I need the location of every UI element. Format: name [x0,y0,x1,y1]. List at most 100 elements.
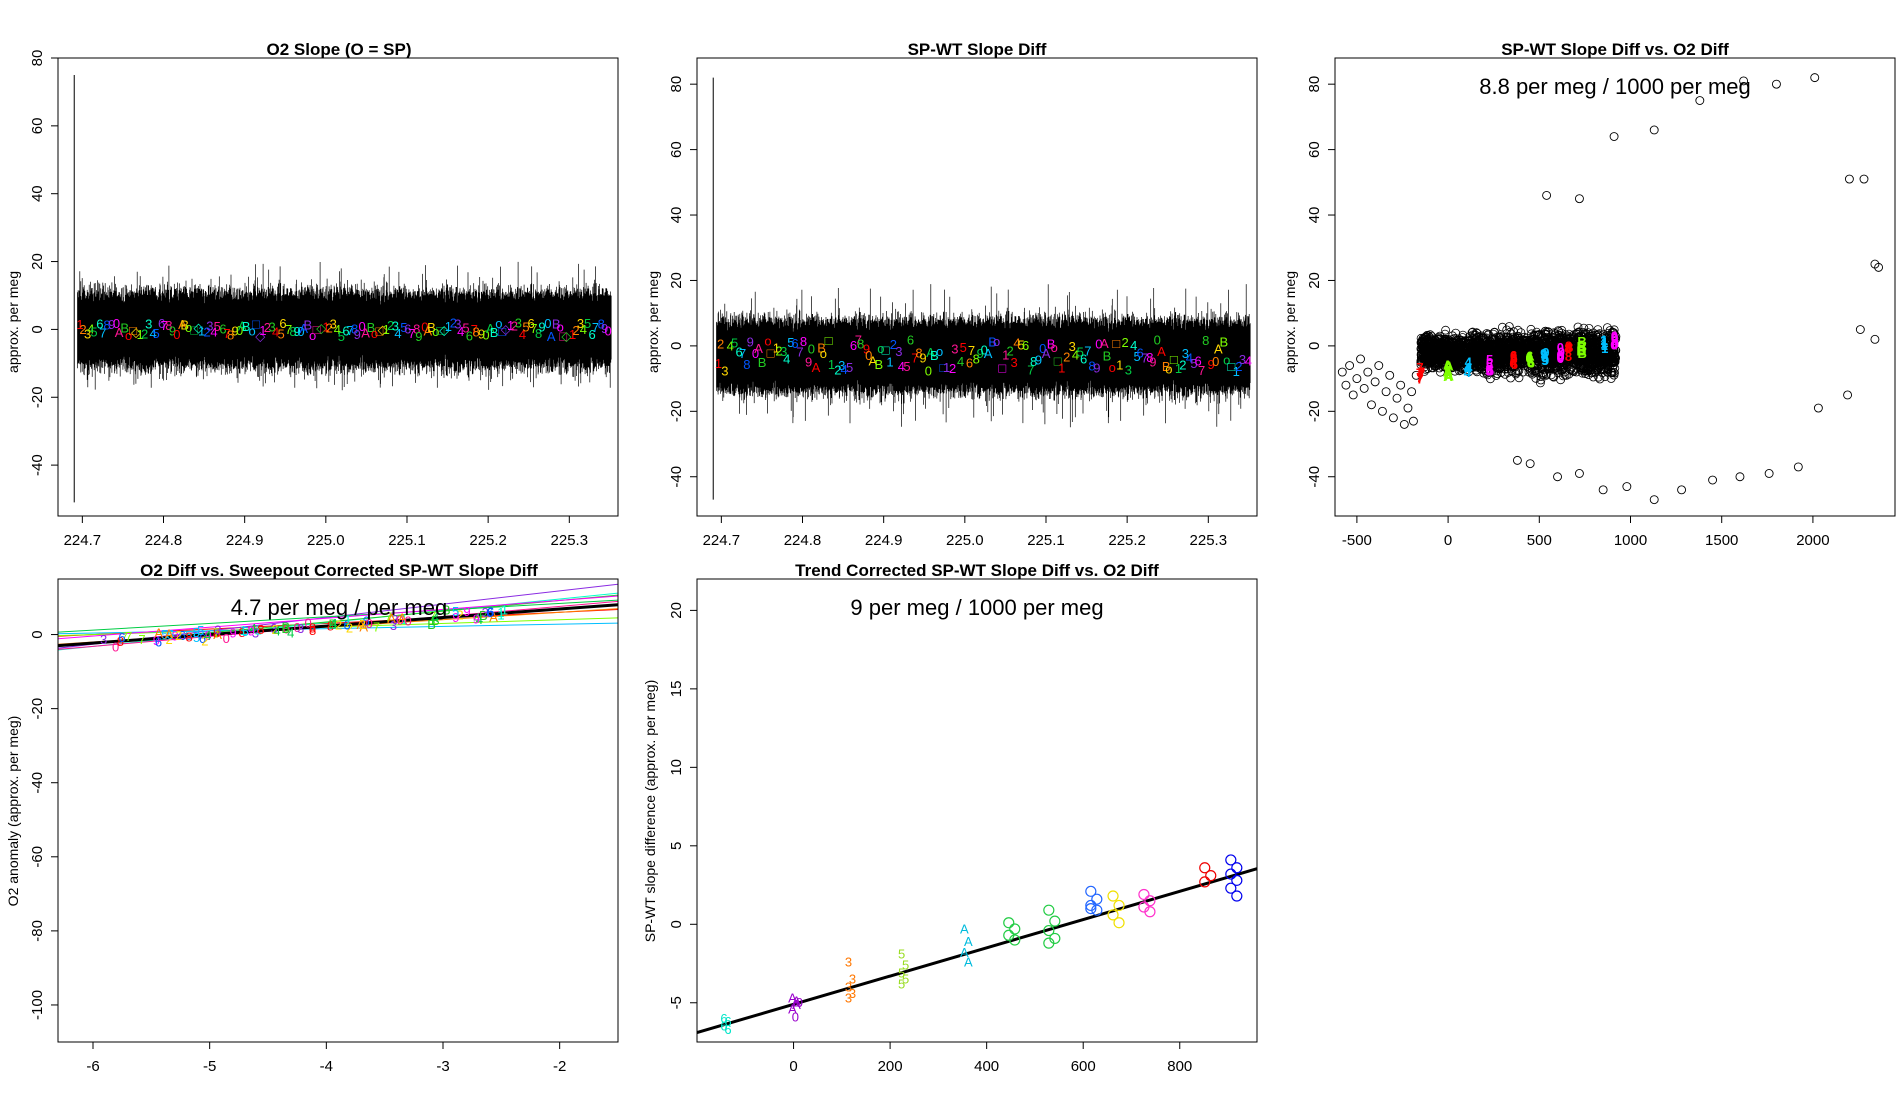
y-tick-label: -40 [29,454,46,476]
group-marker: 1 [1601,341,1608,356]
y-tick-label: 0 [668,920,685,928]
data-point-marker: 6 [850,338,857,353]
y-tick-label: -20 [1306,400,1323,422]
outlier-point [1870,334,1880,344]
outlier-point [1407,387,1417,397]
data-point [1550,329,1560,339]
data-point-marker: 3 [454,317,461,332]
group-marker: 0 [1557,349,1564,364]
data-point [1459,355,1469,364]
data-point-marker: 7 [161,318,168,333]
group-marker: 8 [1566,340,1573,355]
data-point-marker: B [1219,334,1228,349]
y-tick-label: 80 [1306,76,1323,93]
data-point [1541,369,1551,379]
data-point-marker: 3 [838,358,845,373]
outlier-point [1352,374,1362,384]
x-tick-label: -6 [86,1058,99,1075]
data-point-marker: B [1103,349,1112,364]
data-point-marker: 1 [569,327,576,342]
data-point [1513,359,1523,369]
data-point [1138,888,1150,901]
y-tick-label: 80 [29,50,46,67]
group-marker: 6 [1510,348,1517,363]
data-point-marker: 1 [137,327,144,342]
data-point-marker: o [1223,352,1230,367]
marker-group: 1234567890ABo□◇1234567890ABo□◇1234567890… [76,316,611,344]
data-point-marker: 2 [456,607,463,622]
data-point-marker: o [1109,360,1116,375]
data-point [1498,337,1507,347]
data-point-marker: A [424,323,433,338]
data-point [1558,371,1568,381]
data-point-marker: 6 [791,336,798,351]
outlier-point [1388,413,1398,423]
data-point-marker: 0 [304,616,311,631]
data-group: 00 [792,995,803,1024]
data-point: 0 [792,1009,799,1024]
data-point-marker: 1 [383,322,390,337]
data-point-marker: 2 [1235,359,1242,374]
data-point-marker: 4 [898,359,905,374]
data-point-marker: 5 [193,625,200,640]
data-point [1568,332,1578,342]
data-point [1606,345,1616,355]
data-point-marker: 3 [1069,339,1076,354]
x-tick-label: 224.7 [64,532,102,549]
data-point [1527,329,1536,339]
data-point-marker: □ [129,323,137,338]
data-point [1456,353,1465,363]
data-point-marker: 2 [335,617,342,632]
data-point [1448,331,1457,341]
y-tick-label: 40 [29,185,46,202]
data-point: 6 [720,1019,727,1034]
data-point [1566,338,1576,347]
y-tick-label: -40 [29,772,46,794]
data-point-marker: 9 [230,626,237,641]
data-point-marker: 7 [530,321,537,336]
outlier-point [1735,472,1745,482]
data-point-marker: 6 [588,327,595,342]
data-point-marker: 9 [153,633,160,648]
data-point-marker: 1 [331,616,338,631]
outlier-point [1356,354,1365,364]
data-point-marker: 2 [717,336,724,351]
data-point-marker: 8 [800,334,807,349]
data-point-marker: 7 [125,629,132,644]
outlier-point [1348,390,1358,400]
group-marker: 4 [1464,361,1472,376]
data-point-marker: B [328,616,337,631]
data-point-marker: 5 [731,336,738,351]
y-axis-label: SP-WT slope difference (approx. per meg) [642,680,658,943]
data-group [1199,862,1217,888]
data-point-marker: 4 [1013,336,1020,351]
data-point-marker: 3 [482,605,489,620]
data-point [1595,374,1605,384]
data-point-marker: A [154,626,163,641]
data-point-marker: 7 [121,629,128,644]
data-point [1603,323,1612,333]
data-point-marker: 0 [1212,354,1219,369]
x-tick-label: 1000 [1614,532,1647,549]
data-point-marker: 1 [828,357,835,372]
data-point-marker: B [282,620,291,635]
group-marker: 0 [1558,344,1565,359]
y-tick-label: -100 [29,990,46,1020]
panel-title: SP-WT Slope Diff [908,40,1047,59]
data-point-marker: 1 [1002,348,1009,363]
data-point-marker: 4 [87,321,94,336]
data-point-marker: 0 [1039,341,1046,356]
x-tick-label: 225.1 [388,532,426,549]
data-point [1597,341,1607,351]
data-point [1571,352,1580,362]
data-point-marker: 6 [219,321,226,336]
data-point-marker: 9 [1035,352,1042,367]
outlier-point [1553,472,1562,482]
group-marker: B [1577,342,1586,357]
data-point [1225,868,1237,880]
group-marker: 5 [1486,357,1493,372]
data-point-marker: □ [882,342,890,357]
outlier-point [1411,370,1421,380]
group-marker: 7 [1417,368,1424,383]
